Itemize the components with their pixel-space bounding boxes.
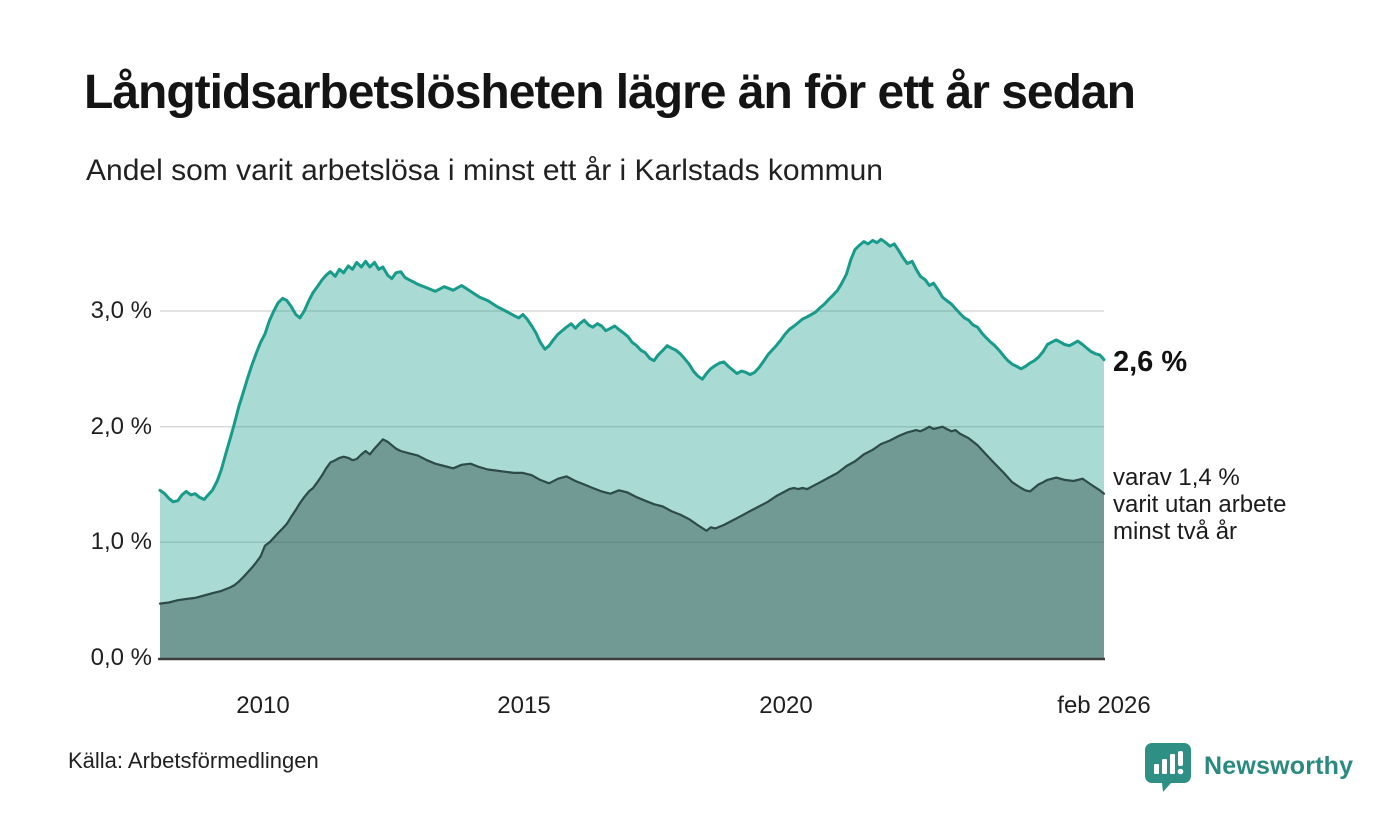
line-series-0 bbox=[158, 237, 1106, 504]
y-tick-3: 3,0 % bbox=[90, 297, 152, 324]
line-series-1 bbox=[158, 425, 1106, 605]
x-tick-2015: 2015 bbox=[497, 692, 551, 719]
annotation-line-1: varav 1,4 % bbox=[1113, 464, 1240, 491]
bar-3 bbox=[1170, 754, 1175, 774]
newsworthy-bubble-chart-icon bbox=[1145, 743, 1191, 792]
gridlines bbox=[160, 310, 1104, 544]
series-end-value-label: 2,6 % bbox=[1113, 346, 1188, 378]
brand-logo: Newsworthy bbox=[1142, 738, 1353, 794]
exclamation-stem bbox=[1178, 751, 1183, 766]
series-areas bbox=[160, 239, 1104, 659]
y-tick-0: 0,0 % bbox=[90, 644, 152, 671]
exclamation-dot bbox=[1177, 768, 1184, 775]
y-tick-1: 1,0 % bbox=[90, 528, 152, 555]
x-tick-2020: 2020 bbox=[759, 692, 813, 719]
area-series-1 bbox=[160, 426, 1104, 658]
brand-name: Newsworthy bbox=[1204, 751, 1354, 780]
page-subtitle: Andel som varit arbetslösa i minst ett å… bbox=[86, 154, 883, 187]
x-tick-2010: 2010 bbox=[236, 692, 290, 719]
x-tick-feb-2026: feb 2026 bbox=[1057, 692, 1151, 719]
annotation-line-3: minst två år bbox=[1113, 518, 1238, 545]
area-series-0 bbox=[160, 239, 1104, 659]
series-sub-annotation: varav 1,4 % varit utan arbete minst två … bbox=[1113, 464, 1286, 545]
source-note: Källa: Arbetsförmedlingen bbox=[68, 748, 319, 773]
annotation-line-2: varit utan arbete bbox=[1113, 491, 1287, 518]
y-tick-2: 2,0 % bbox=[90, 413, 152, 440]
page-title: Långtidsarbetslösheten lägre än för ett … bbox=[84, 66, 1136, 119]
bar-1 bbox=[1154, 764, 1159, 774]
series-lines bbox=[158, 237, 1106, 605]
bar-2 bbox=[1162, 759, 1167, 774]
